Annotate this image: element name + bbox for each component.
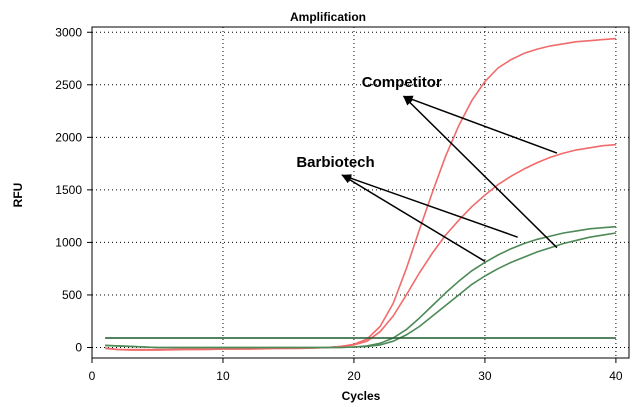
y-tick-label: 2500 (55, 78, 82, 92)
x-tick-label: 40 (609, 369, 623, 383)
y-tick-label: 500 (62, 288, 82, 302)
plot-area (91, 26, 630, 359)
series-line-4 (105, 232, 617, 349)
annotation-arrow (402, 95, 558, 154)
annotation-label: Barbiotech (296, 154, 374, 171)
annotation-arrow (403, 95, 558, 249)
axis-ticks: 0 10 20 30 40 0 500 1000 1500 2000 2500 3000 (55, 25, 623, 383)
annotation-arrows (341, 95, 558, 262)
x-tick-label: 0 (89, 369, 96, 383)
annotation-arrow (341, 174, 518, 238)
annotations: Competitor Barbiotech (296, 74, 442, 171)
series-line-2 (105, 143, 616, 351)
annotation-label: Competitor (362, 74, 442, 91)
chart-title: Amplification (290, 10, 366, 24)
y-tick-label: 0 (75, 340, 82, 354)
x-axis-label: Cycles (342, 389, 381, 403)
y-tick-label: 1500 (55, 183, 82, 197)
y-tick-label: 1000 (55, 235, 82, 249)
y-tick-label: 2000 (55, 130, 82, 144)
y-axis-label: RFU (11, 183, 25, 208)
series-group (105, 37, 617, 351)
x-tick-label: 20 (347, 369, 361, 383)
x-tick-label: 10 (216, 369, 230, 383)
x-tick-label: 30 (478, 369, 492, 383)
annotation-arrow (341, 174, 486, 262)
y-tick-label: 3000 (55, 25, 82, 39)
